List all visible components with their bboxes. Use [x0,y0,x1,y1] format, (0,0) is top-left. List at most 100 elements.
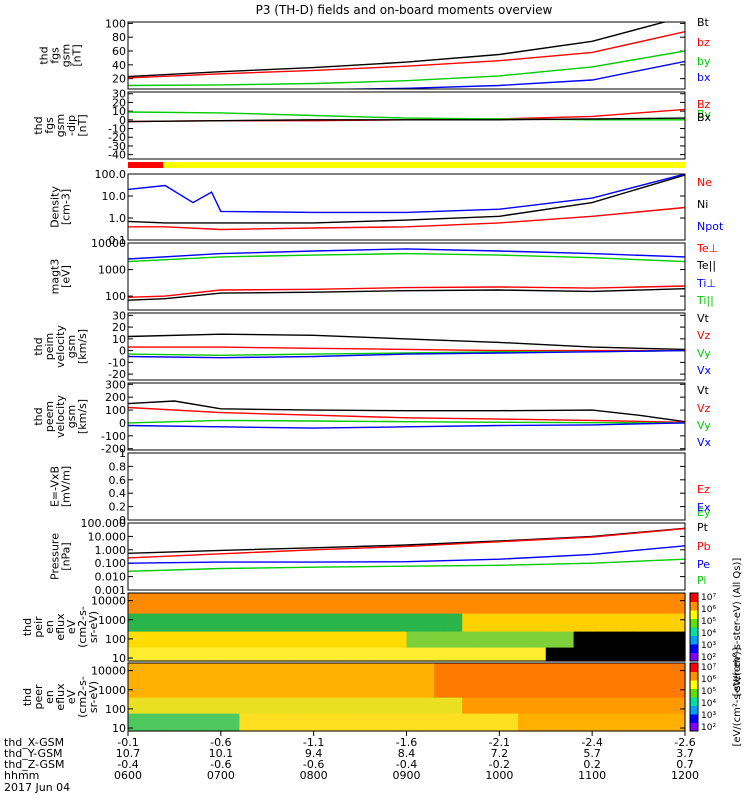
spectrogram-cell [295,613,305,616]
spectrogram-cell [276,655,287,658]
spectrogram-cell [137,687,148,690]
spectrogram-cell [397,717,408,720]
spectrogram-cell [360,619,370,622]
spectrogram-cell [490,613,500,616]
spectrogram-cell [592,597,603,600]
spectrogram-cell [629,617,640,620]
legend-entry: Te⊥ [696,242,718,255]
spectrogram-cell [360,699,370,702]
spectrogram-cell [369,639,380,642]
spectrogram-cell [332,603,343,606]
spectrogram-cell [499,601,510,604]
spectrogram-cell [406,709,417,712]
spectrogram-cell [545,723,556,726]
spectrogram-cell [527,629,538,632]
spectrogram-cell [555,719,565,722]
spectrogram-cell [322,693,333,696]
spectrogram-cell [183,619,194,622]
spectrogram-cell [406,691,417,694]
spectrogram-cell [517,605,528,608]
spectrogram-cell [508,719,519,722]
spectrogram-cell [545,601,556,604]
spectrogram-cell [601,651,612,654]
spectrogram-cell [285,631,296,634]
spectrogram-cell [313,693,324,696]
spectrogram-cell [666,707,677,710]
y-axis-label: [km/s] [76,399,89,434]
spectrogram-cell [499,635,510,638]
spectrogram-cell [378,623,389,626]
spectrogram-cell [573,633,584,636]
spectrogram-cell [369,723,380,726]
spectrogram-cell [471,685,482,688]
spectrogram-cell [211,597,222,600]
spectrogram-cell [452,657,463,660]
spectrogram-cell [462,635,473,638]
series-line-Bt [128,22,668,78]
spectrogram-cell [480,593,491,596]
spectrogram-cell [425,653,435,656]
spectrogram-cell [499,679,510,682]
spectrogram-cell [220,719,231,722]
spectrogram-cell [202,677,213,680]
spectrogram-cell [545,679,556,682]
spectrogram-cell [527,651,538,654]
spectrogram-cell [248,673,259,676]
spectrogram-cell [406,651,417,654]
series-line-Vz [128,346,685,352]
spectrogram-cell [276,601,287,604]
spectrogram-cell [332,665,343,668]
spectrogram-cell [610,607,621,610]
spectrogram-cell [582,671,593,674]
spectrogram-cell [490,649,500,652]
spectrogram-cell [322,607,333,610]
panel-frame [127,312,686,381]
spectrogram-cell [564,711,575,714]
spectrogram-cell [202,649,213,652]
spectrogram-cell [425,639,435,642]
spectrogram-cell [174,673,185,676]
spectrogram-cell [341,647,352,650]
spectrogram-cell [536,617,547,620]
spectrogram-cell [443,663,454,666]
spectrogram-cell [322,641,333,644]
spectrogram-cell [285,693,296,696]
colorbar-cell [690,693,698,696]
spectrogram-cell [350,727,361,730]
spectrogram-cell [295,667,305,670]
spectrogram-cell [564,631,575,634]
spectrogram-cell [248,705,259,708]
spectrogram-cell [230,625,240,628]
spectrogram-cell [285,705,296,708]
spectrogram-cell [202,659,213,662]
spectrogram-cell [137,669,148,672]
spectrogram-cell [647,659,658,662]
spectrogram-cell [490,611,500,614]
spectrogram-cell [592,705,603,708]
spectrogram-cell [202,593,213,596]
spectrogram-cell [434,693,445,696]
spectrogram-cell [434,701,445,704]
spectrogram-cell [397,715,408,718]
spectrogram-cell [322,697,333,700]
spectrogram-cell [555,683,565,686]
spectrogram-cell [555,621,565,624]
spectrogram-cell [360,641,370,644]
spectrogram-cell [555,623,565,626]
spectrogram-cell [137,625,148,628]
spectrogram-cell [313,725,324,728]
spectrogram-cell [202,685,213,688]
spectrogram-cell [471,679,482,682]
spectrogram-cell [564,665,575,668]
spectrogram-cell [620,673,630,676]
colorbar-cell [690,642,698,645]
panel-frame [127,592,686,662]
spectrogram-cell [499,597,510,600]
spectrogram-cell [211,691,222,694]
spectrogram-cell [517,639,528,642]
spectrogram-cell [295,727,305,730]
spectrogram-cell [387,641,398,644]
spectrogram-cell [406,607,417,610]
spectrogram-cell [471,617,482,620]
legend-entry: Pi [697,574,706,587]
